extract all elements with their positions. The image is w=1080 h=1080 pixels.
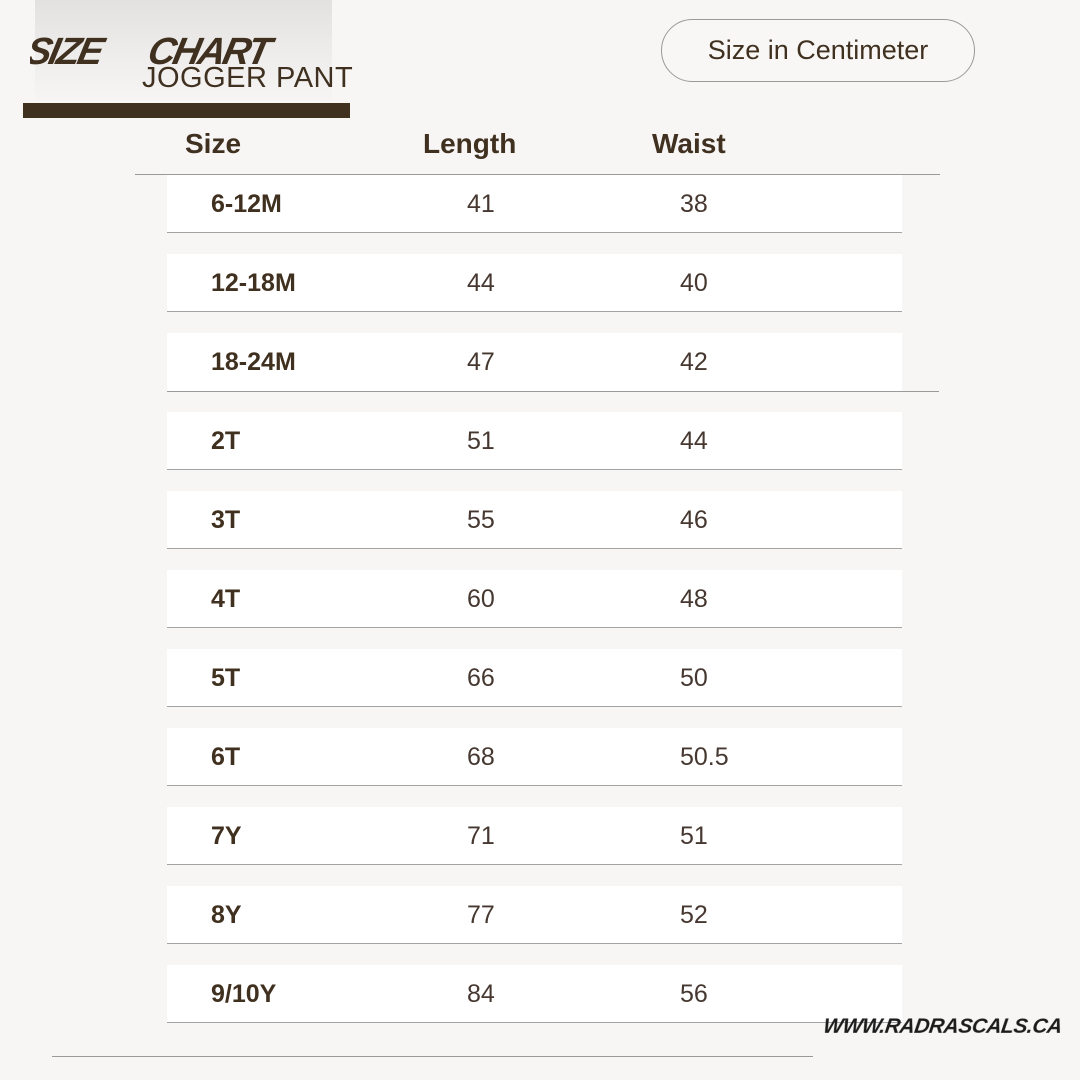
svg-text:SIZE: SIZE: [30, 30, 110, 73]
